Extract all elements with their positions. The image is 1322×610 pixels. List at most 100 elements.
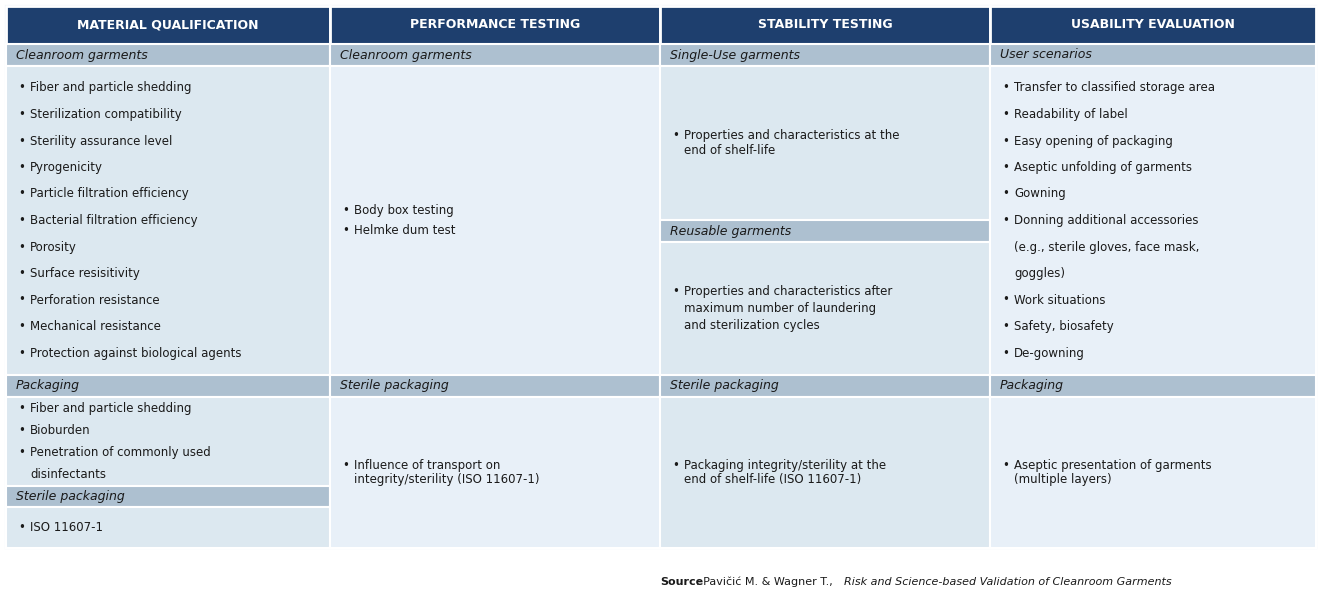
Text: Risk and Science-based Validation of Cleanroom Garments: Risk and Science-based Validation of Cle… [843, 577, 1171, 587]
Text: •: • [1002, 134, 1009, 148]
Text: Pyrogenicity: Pyrogenicity [30, 161, 103, 174]
Text: •: • [342, 204, 349, 217]
Bar [330, 6, 660, 44]
Text: Transfer to classified storage area: Transfer to classified storage area [1014, 82, 1215, 95]
Text: •: • [19, 521, 25, 534]
Text: •: • [1002, 459, 1009, 472]
Text: •: • [1002, 187, 1009, 201]
Text: •: • [672, 459, 680, 472]
Text: •: • [1002, 82, 1009, 95]
Text: Readability of label: Readability of label [1014, 108, 1128, 121]
Bar [660, 66, 990, 220]
Text: Penetration of commonly used: Penetration of commonly used [30, 446, 210, 459]
Text: integrity/sterility (ISO 11607-1): integrity/sterility (ISO 11607-1) [354, 473, 539, 487]
Text: Perforation resistance: Perforation resistance [30, 293, 160, 306]
Text: •: • [1002, 320, 1009, 333]
Bar [990, 44, 1315, 66]
Text: disinfectants: disinfectants [30, 468, 106, 481]
Text: Sterility assurance level: Sterility assurance level [30, 134, 172, 148]
Text: Gowning: Gowning [1014, 187, 1066, 201]
Text: Bioburden: Bioburden [30, 424, 91, 437]
Text: •: • [672, 129, 680, 142]
Text: •: • [342, 459, 349, 472]
Text: •: • [19, 214, 25, 227]
Text: •: • [19, 402, 25, 415]
Text: Surface resisitivity: Surface resisitivity [30, 267, 140, 280]
Text: •: • [19, 446, 25, 459]
Text: De-gowning: De-gowning [1014, 346, 1085, 359]
Text: end of shelf-life: end of shelf-life [683, 144, 775, 157]
Text: Influence of transport on: Influence of transport on [354, 459, 500, 472]
Text: Mechanical resistance: Mechanical resistance [30, 320, 161, 333]
Text: Properties and characteristics after: Properties and characteristics after [683, 285, 892, 298]
Text: •: • [1002, 161, 1009, 174]
Text: Helmke dum test: Helmke dum test [354, 224, 456, 237]
Bar [330, 44, 660, 66]
Text: and sterilization cycles: and sterilization cycles [683, 319, 820, 332]
Text: Packaging: Packaging [16, 379, 81, 392]
Bar [660, 375, 990, 397]
Text: Work situations: Work situations [1014, 293, 1105, 306]
Bar [990, 6, 1315, 44]
Text: Donning additional accessories: Donning additional accessories [1014, 214, 1199, 227]
Bar [7, 66, 330, 375]
Bar [7, 6, 1315, 548]
Text: Safety, biosafety: Safety, biosafety [1014, 320, 1113, 333]
Text: Fiber and particle shedding: Fiber and particle shedding [30, 82, 192, 95]
Text: Reusable garments: Reusable garments [670, 224, 792, 237]
Text: : Pavičić M. & Wagner T.,: : Pavičić M. & Wagner T., [695, 576, 837, 587]
Text: •: • [19, 161, 25, 174]
Text: (multiple layers): (multiple layers) [1014, 473, 1112, 487]
Bar [660, 397, 990, 548]
Text: Bacterial filtration efficiency: Bacterial filtration efficiency [30, 214, 197, 227]
Text: •: • [1002, 214, 1009, 227]
Text: •: • [1002, 108, 1009, 121]
Bar [7, 44, 330, 66]
Text: Sterile packaging: Sterile packaging [670, 379, 779, 392]
Bar [990, 66, 1315, 375]
Text: Source: Source [660, 577, 703, 587]
Text: •: • [1002, 293, 1009, 306]
Text: Sterile packaging: Sterile packaging [16, 490, 124, 503]
Text: •: • [19, 293, 25, 306]
Text: •: • [342, 224, 349, 237]
Bar [7, 375, 330, 397]
Text: STABILITY TESTING: STABILITY TESTING [758, 18, 892, 32]
Text: Properties and characteristics at the: Properties and characteristics at the [683, 129, 899, 142]
Text: Easy opening of packaging: Easy opening of packaging [1014, 134, 1173, 148]
Text: ISO 11607-1: ISO 11607-1 [30, 521, 103, 534]
Text: MATERIAL QUALIFICATION: MATERIAL QUALIFICATION [77, 18, 259, 32]
Bar [330, 397, 660, 548]
Text: Single-Use garments: Single-Use garments [670, 49, 800, 62]
Text: Aseptic unfolding of garments: Aseptic unfolding of garments [1014, 161, 1192, 174]
Text: Sterile packaging: Sterile packaging [340, 379, 448, 392]
Text: Aseptic presentation of garments: Aseptic presentation of garments [1014, 459, 1212, 472]
Bar [7, 397, 330, 486]
Text: Fiber and particle shedding: Fiber and particle shedding [30, 402, 192, 415]
Text: (e.g., sterile gloves, face mask,: (e.g., sterile gloves, face mask, [1014, 240, 1199, 254]
Bar [7, 486, 330, 507]
Text: Particle filtration efficiency: Particle filtration efficiency [30, 187, 189, 201]
Text: Body box testing: Body box testing [354, 204, 453, 217]
Bar [330, 66, 660, 375]
Text: •: • [19, 240, 25, 254]
Bar [660, 6, 990, 44]
Text: Cleanroom garments: Cleanroom garments [16, 49, 148, 62]
Text: Sterilization compatibility: Sterilization compatibility [30, 108, 181, 121]
Text: •: • [1002, 346, 1009, 359]
Text: •: • [19, 108, 25, 121]
Text: Protection against biological agents: Protection against biological agents [30, 346, 242, 359]
Bar [990, 375, 1315, 397]
Text: USABILITY EVALUATION: USABILITY EVALUATION [1071, 18, 1235, 32]
Bar [660, 242, 990, 375]
Text: end of shelf-life (ISO 11607-1): end of shelf-life (ISO 11607-1) [683, 473, 861, 487]
Text: PERFORMANCE TESTING: PERFORMANCE TESTING [410, 18, 580, 32]
Text: User scenarios: User scenarios [999, 49, 1092, 62]
Text: •: • [19, 134, 25, 148]
Text: •: • [19, 346, 25, 359]
Text: •: • [672, 285, 680, 298]
Text: •: • [19, 424, 25, 437]
Text: •: • [19, 82, 25, 95]
Text: Packaging: Packaging [999, 379, 1064, 392]
Text: maximum number of laundering: maximum number of laundering [683, 302, 876, 315]
